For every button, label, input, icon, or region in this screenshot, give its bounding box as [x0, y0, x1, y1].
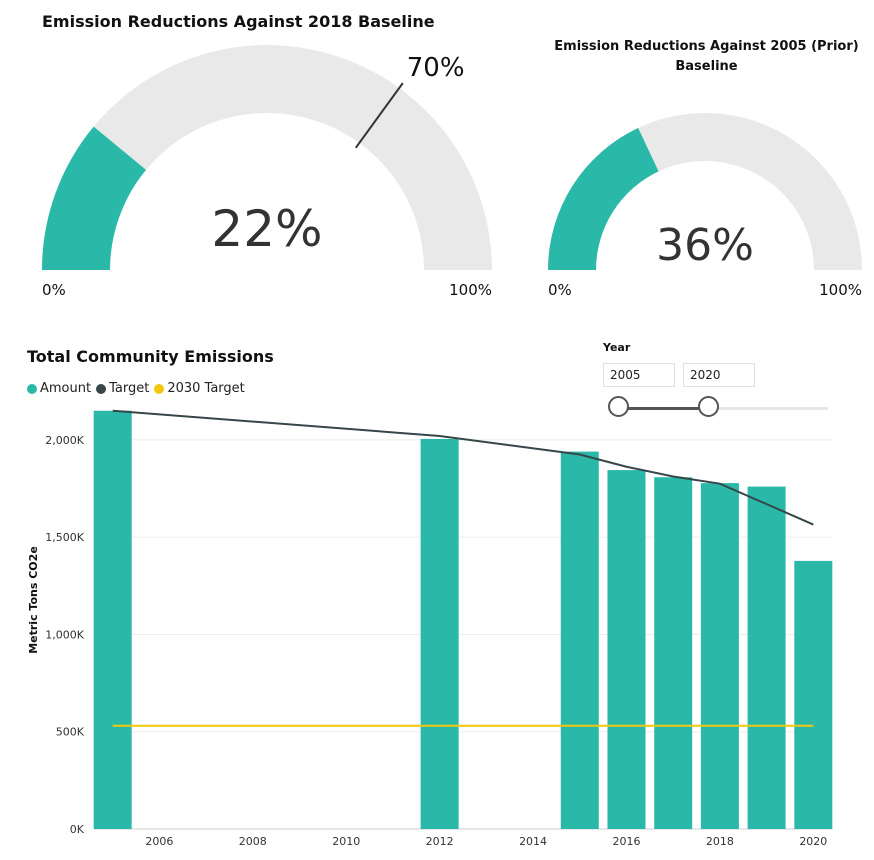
- legend-item-2030-target[interactable]: 2030 Target: [154, 381, 245, 396]
- x-tick-label: 2008: [239, 835, 267, 848]
- amount-bar-2012[interactable]: [420, 438, 459, 829]
- gauges-canvas: 22% 70% 0% 100% 36% 0% 100%: [42, 45, 862, 299]
- gauge-2018-title: Emission Reductions Against 2018 Baselin…: [42, 12, 435, 31]
- y-tick-label: 2,000K: [45, 434, 84, 447]
- x-tick-label: 2010: [332, 835, 360, 848]
- x-tick-label: 2016: [612, 835, 640, 848]
- gauge-2005-value: 36%: [656, 220, 754, 271]
- amount-bar-2015[interactable]: [560, 451, 599, 829]
- gauge-2018-track: [42, 45, 492, 270]
- legend-dot-target: [96, 383, 107, 394]
- year-end-input[interactable]: 2020: [683, 363, 755, 387]
- amount-bar-2018[interactable]: [700, 483, 739, 829]
- year-start-input[interactable]: 2005: [603, 363, 675, 387]
- year-slider-range: [618, 407, 709, 410]
- legend-label-amount: Amount: [40, 381, 92, 396]
- gauge-2005: 36% 0% 100%: [548, 113, 862, 299]
- gauge-2018: 22% 70% 0% 100%: [42, 45, 492, 299]
- gauge-2018-min-label: 0%: [42, 281, 66, 299]
- amount-bar-2020[interactable]: [794, 560, 833, 829]
- gauge-2018-target-label: 70%: [407, 53, 465, 83]
- gauge-2018-value: 22%: [211, 200, 322, 258]
- year-slider-end-handle[interactable]: [698, 396, 719, 417]
- y-tick-label: 0K: [70, 823, 85, 836]
- amount-bar-2019[interactable]: [747, 486, 786, 829]
- chart-legend: Amount Target 2030 Target: [27, 381, 248, 396]
- y-axis-title: Metric Tons CO2e: [27, 546, 40, 654]
- amount-bars: [93, 410, 833, 829]
- year-slider-track[interactable]: [618, 407, 828, 410]
- gauge-2018-max-label: 100%: [449, 281, 492, 299]
- gauge-2018-fill: [42, 126, 147, 270]
- y-tick-label: 1,000K: [45, 628, 84, 641]
- y-axis-ticks: 0K 500K 1,000K 1,500K 2,000K: [45, 434, 84, 836]
- legend-label-2030-target: 2030 Target: [167, 381, 245, 396]
- legend-item-target[interactable]: Target: [96, 381, 149, 396]
- gauge-2005-title: Emission Reductions Against 2005 (Prior)…: [554, 39, 859, 74]
- x-tick-label: 2020: [799, 835, 827, 848]
- legend-label-target: Target: [109, 381, 150, 396]
- year-slider-start-handle[interactable]: [608, 396, 629, 417]
- y-tick-label: 500K: [56, 726, 85, 739]
- amount-bar-2016[interactable]: [607, 470, 646, 829]
- year-slicer-label: Year: [603, 341, 631, 354]
- legend-dot-2030-target: [154, 383, 165, 394]
- x-tick-label: 2014: [519, 835, 547, 848]
- gauge-2005-max-label: 100%: [819, 281, 862, 299]
- legend-dot-amount: [27, 383, 37, 394]
- amount-bar-2005[interactable]: [93, 410, 132, 829]
- x-tick-label: 2012: [426, 835, 454, 848]
- x-axis-ticks: 2006 2008 2010 2012 2014 2016 2018 2020: [145, 835, 827, 848]
- chart-title: Total Community Emissions: [27, 347, 274, 366]
- target-line: [112, 409, 814, 526]
- amount-bar-2017[interactable]: [654, 477, 693, 829]
- gauge-2005-fill: [548, 127, 659, 270]
- x-tick-label: 2006: [145, 835, 173, 848]
- y-tick-label: 1,500K: [45, 531, 84, 544]
- gauge-2005-min-label: 0%: [548, 281, 572, 299]
- legend-item-amount[interactable]: Amount: [27, 381, 91, 396]
- x-tick-label: 2018: [706, 835, 734, 848]
- gauge-2018-target-marker: [354, 82, 404, 149]
